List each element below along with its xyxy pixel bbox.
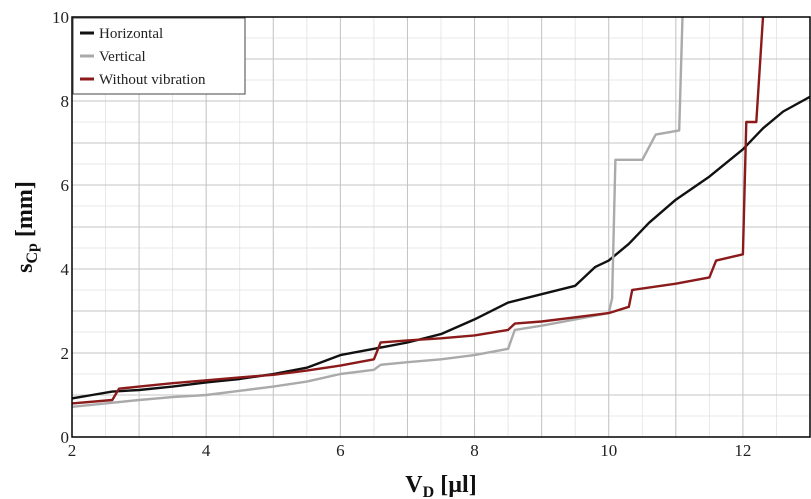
series-line-without-vibration [72, 17, 765, 405]
y-tick-label: 0 [61, 428, 70, 447]
legend: Horizontal Vertical Without vibration [72, 17, 246, 95]
y-tick-label: 4 [61, 260, 70, 279]
legend-label-vertical: Vertical [99, 49, 146, 65]
y-tick-label: 6 [61, 176, 70, 195]
x-tick-label: 6 [336, 441, 345, 460]
x-axis-title: VD [µl] [405, 472, 476, 499]
legend-label-horizontal: Horizontal [99, 26, 163, 42]
x-tick-label: 4 [202, 441, 211, 460]
y-tick-label: 2 [61, 344, 70, 363]
x-tick-label: 10 [600, 441, 617, 460]
series-line-horizontal [72, 95, 810, 400]
series-layer [72, 17, 810, 408]
series-line-vertical [72, 17, 684, 408]
y-tick-label: 10 [52, 8, 69, 27]
x-tick-label: 2 [68, 441, 77, 460]
x-tick-label: 12 [734, 441, 751, 460]
plot-frame [71, 16, 811, 438]
x-tick-label: 8 [470, 441, 479, 460]
legend-items: Horizontal Vertical Without vibration [80, 26, 206, 88]
y-tick-label: 8 [61, 92, 70, 111]
y-axis-title: sCp [mm] [12, 181, 41, 273]
legend-label-without-vibration: Without vibration [99, 72, 206, 88]
legend-box [72, 17, 246, 95]
